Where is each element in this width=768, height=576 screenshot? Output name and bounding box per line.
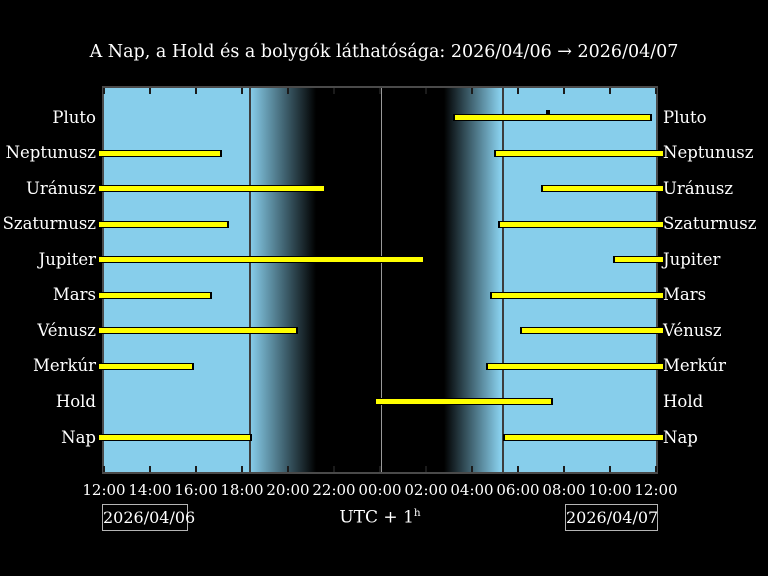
midnight-line — [381, 88, 382, 472]
body-label-right-merkúr: Merkúr — [663, 356, 727, 375]
sunset-line — [249, 88, 251, 472]
hour-tick — [149, 466, 151, 472]
visibility-bar-jupiter — [613, 256, 663, 263]
x-tick-label-0200: 02:00 — [404, 481, 448, 499]
body-label-right-pluto: Pluto — [663, 108, 707, 127]
hour-tick — [471, 466, 473, 472]
chart-title: A Nap, a Hold és a bolygók láthatósága: … — [89, 42, 679, 62]
hour-tick — [517, 88, 519, 94]
hour-tick — [517, 466, 519, 472]
hour-tick — [195, 466, 197, 472]
x-tick-label-1800: 18:00 — [220, 481, 264, 499]
hour-tick — [425, 466, 427, 472]
end-date-box: 2026/04/07 — [565, 504, 658, 531]
x-tick-label-1400: 14:00 — [128, 481, 172, 499]
body-label-left-hold: Hold — [55, 392, 96, 411]
x-tick-label-1600: 16:00 — [174, 481, 218, 499]
timezone-superscript-h: h — [413, 507, 421, 519]
hour-tick — [379, 88, 381, 94]
hour-tick — [333, 88, 335, 94]
visibility-bar-jupiter — [99, 256, 425, 263]
x-tick-label-0600: 06:00 — [496, 481, 540, 499]
body-label-right-neptunusz: Neptunusz — [663, 143, 754, 162]
plot-area — [99, 86, 663, 474]
body-label-left-nap: Nap — [61, 428, 96, 447]
visibility-bar-vénusz — [99, 327, 298, 334]
visibility-bar-nap — [99, 434, 252, 441]
body-label-right-mars: Mars — [663, 285, 707, 304]
hour-tick — [655, 466, 657, 472]
visibility-bar-mars — [490, 292, 663, 299]
body-label-left-szaturnusz: Szaturnusz — [2, 214, 96, 233]
x-tick-label-1200: 12:00 — [82, 481, 126, 499]
x-tick-label-0800: 08:00 — [542, 481, 586, 499]
visibility-bar-uránusz — [541, 185, 663, 192]
body-label-right-nap: Nap — [663, 428, 698, 447]
hour-tick — [655, 88, 657, 94]
body-label-right-vénusz: Vénusz — [663, 321, 722, 340]
visibility-bar-mars — [99, 292, 212, 299]
x-tick-label-0000: 00:00 — [358, 481, 402, 499]
x-tick-label-1000: 10:00 — [588, 481, 632, 499]
body-label-left-jupiter: Jupiter — [38, 250, 96, 269]
transit-marker-pluto — [546, 110, 550, 114]
timezone-text: UTC + 1 — [339, 507, 414, 528]
body-label-right-uránusz: Uránusz — [663, 179, 734, 198]
body-label-right-hold: Hold — [663, 392, 704, 411]
hour-tick — [241, 466, 243, 472]
hour-tick — [149, 88, 151, 94]
hour-tick — [609, 466, 611, 472]
hour-tick — [333, 466, 335, 472]
visibility-bar-neptunusz — [494, 150, 663, 157]
x-tick-label-0400: 04:00 — [450, 481, 494, 499]
body-label-left-uránusz: Uránusz — [25, 179, 96, 198]
hour-tick — [563, 466, 565, 472]
body-label-left-merkúr: Merkúr — [32, 356, 96, 375]
hour-tick — [195, 88, 197, 94]
visibility-bar-neptunusz — [99, 150, 222, 157]
timezone-label: UTC + 1h — [104, 507, 656, 528]
hour-tick — [609, 88, 611, 94]
visibility-bar-merkúr — [486, 363, 663, 370]
x-tick-label-2200: 22:00 — [312, 481, 356, 499]
hour-tick — [103, 466, 105, 472]
visibility-bar-nap — [503, 434, 663, 441]
visibility-bar-vénusz — [520, 327, 663, 334]
x-tick-label-2000: 20:00 — [266, 481, 310, 499]
body-label-left-mars: Mars — [52, 285, 96, 304]
body-label-left-vénusz: Vénusz — [37, 321, 96, 340]
visibility-bar-szaturnusz — [498, 221, 663, 228]
visibility-bar-uránusz — [99, 185, 326, 192]
hour-tick — [379, 466, 381, 472]
sunrise-line — [502, 88, 504, 472]
hour-tick — [471, 88, 473, 94]
hour-tick — [241, 88, 243, 94]
start-date-box: 2026/04/06 — [102, 504, 195, 531]
visibility-bar-pluto — [453, 114, 652, 121]
body-label-left-pluto: Pluto — [52, 108, 96, 127]
body-label-right-szaturnusz: Szaturnusz — [663, 214, 757, 233]
visibility-bar-hold — [374, 398, 553, 405]
visibility-bar-merkúr — [99, 363, 194, 370]
body-label-left-neptunusz: Neptunusz — [5, 143, 96, 162]
hour-tick — [103, 88, 105, 94]
hour-tick — [563, 88, 565, 94]
hour-tick — [287, 88, 289, 94]
visibility-bar-szaturnusz — [99, 221, 229, 228]
hour-tick — [425, 88, 427, 94]
x-tick-label-1200: 12:00 — [634, 481, 678, 499]
body-label-right-jupiter: Jupiter — [663, 250, 721, 269]
hour-tick — [287, 466, 289, 472]
